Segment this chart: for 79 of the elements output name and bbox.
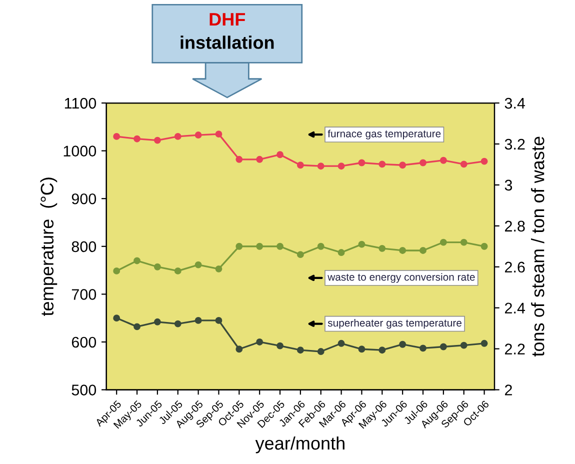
y2-tick-label: 2.4: [504, 302, 526, 314]
y-tick-label: 900: [72, 193, 96, 204]
y-tick-label: 1000: [64, 146, 96, 156]
y-tick-label: 1100: [64, 98, 96, 109]
point: [460, 160, 468, 168]
text: waste to energy conversion rate: [328, 273, 475, 283]
y-tick-label: 700: [72, 289, 96, 300]
point: [154, 136, 161, 144]
point: [256, 242, 264, 250]
point: [134, 257, 140, 264]
point: [256, 156, 264, 163]
point: [276, 242, 284, 250]
point: [194, 316, 202, 324]
point: [480, 158, 488, 165]
point: [317, 242, 324, 250]
point: [194, 261, 202, 268]
point: [296, 162, 304, 169]
point: [378, 244, 386, 252]
point: [113, 132, 120, 140]
point: [440, 156, 447, 164]
point: [358, 159, 366, 166]
point: [338, 162, 345, 170]
point: [480, 242, 488, 250]
y-tick-label: 800: [72, 241, 96, 252]
point: [420, 159, 426, 166]
point: [480, 340, 488, 347]
y-tick-label: 500: [72, 384, 96, 396]
point: [399, 340, 406, 348]
text: DHF installation: [180, 13, 274, 49]
y2-tick-label: 2.8: [504, 220, 525, 232]
point: [378, 346, 386, 354]
point: [338, 340, 345, 347]
point: [113, 314, 120, 322]
point: [174, 267, 182, 274]
point: [440, 343, 447, 350]
point: [420, 247, 426, 254]
point: [215, 130, 222, 138]
point: [399, 247, 406, 254]
y-tick-label: 600: [72, 336, 96, 348]
point: [236, 346, 243, 353]
point: [154, 263, 161, 270]
point: [460, 342, 468, 349]
series-label: furnace gas temperature: [328, 130, 441, 140]
point: [134, 323, 140, 330]
point: [358, 240, 366, 248]
series-label: superheater gas temperature: [328, 318, 462, 329]
point: [256, 338, 264, 346]
point: [134, 135, 140, 142]
y2-tick-label: 2.2: [504, 344, 525, 354]
y2-tick-label: 3: [504, 180, 512, 191]
point: [317, 162, 324, 170]
point: [296, 251, 304, 258]
point: [460, 238, 468, 246]
y2-tick-label: 3.4: [504, 98, 526, 109]
y2-tick-label: 3.2: [504, 138, 525, 150]
point: [338, 249, 345, 256]
point: [194, 132, 202, 138]
point: [215, 265, 222, 272]
point: [317, 348, 324, 355]
point: [174, 132, 182, 140]
point: [276, 151, 284, 158]
point: [174, 320, 182, 328]
y2-axis-title: tons of steam / ton of waste: [531, 136, 544, 356]
point: [358, 346, 366, 353]
point: [276, 342, 284, 350]
x-axis-title: year/month: [255, 436, 344, 454]
point: [420, 344, 426, 352]
y2-tick-label: 2: [504, 384, 512, 396]
point: [215, 316, 222, 324]
point: [154, 318, 161, 326]
point: [236, 242, 243, 250]
point: [440, 238, 447, 246]
point: [378, 160, 386, 168]
point: [399, 162, 406, 169]
point: [296, 346, 304, 354]
point: [236, 156, 243, 163]
y2-tick-label: 2.6: [504, 262, 525, 273]
point: [113, 267, 120, 274]
y-axis-title: temperature (°C): [40, 178, 58, 316]
